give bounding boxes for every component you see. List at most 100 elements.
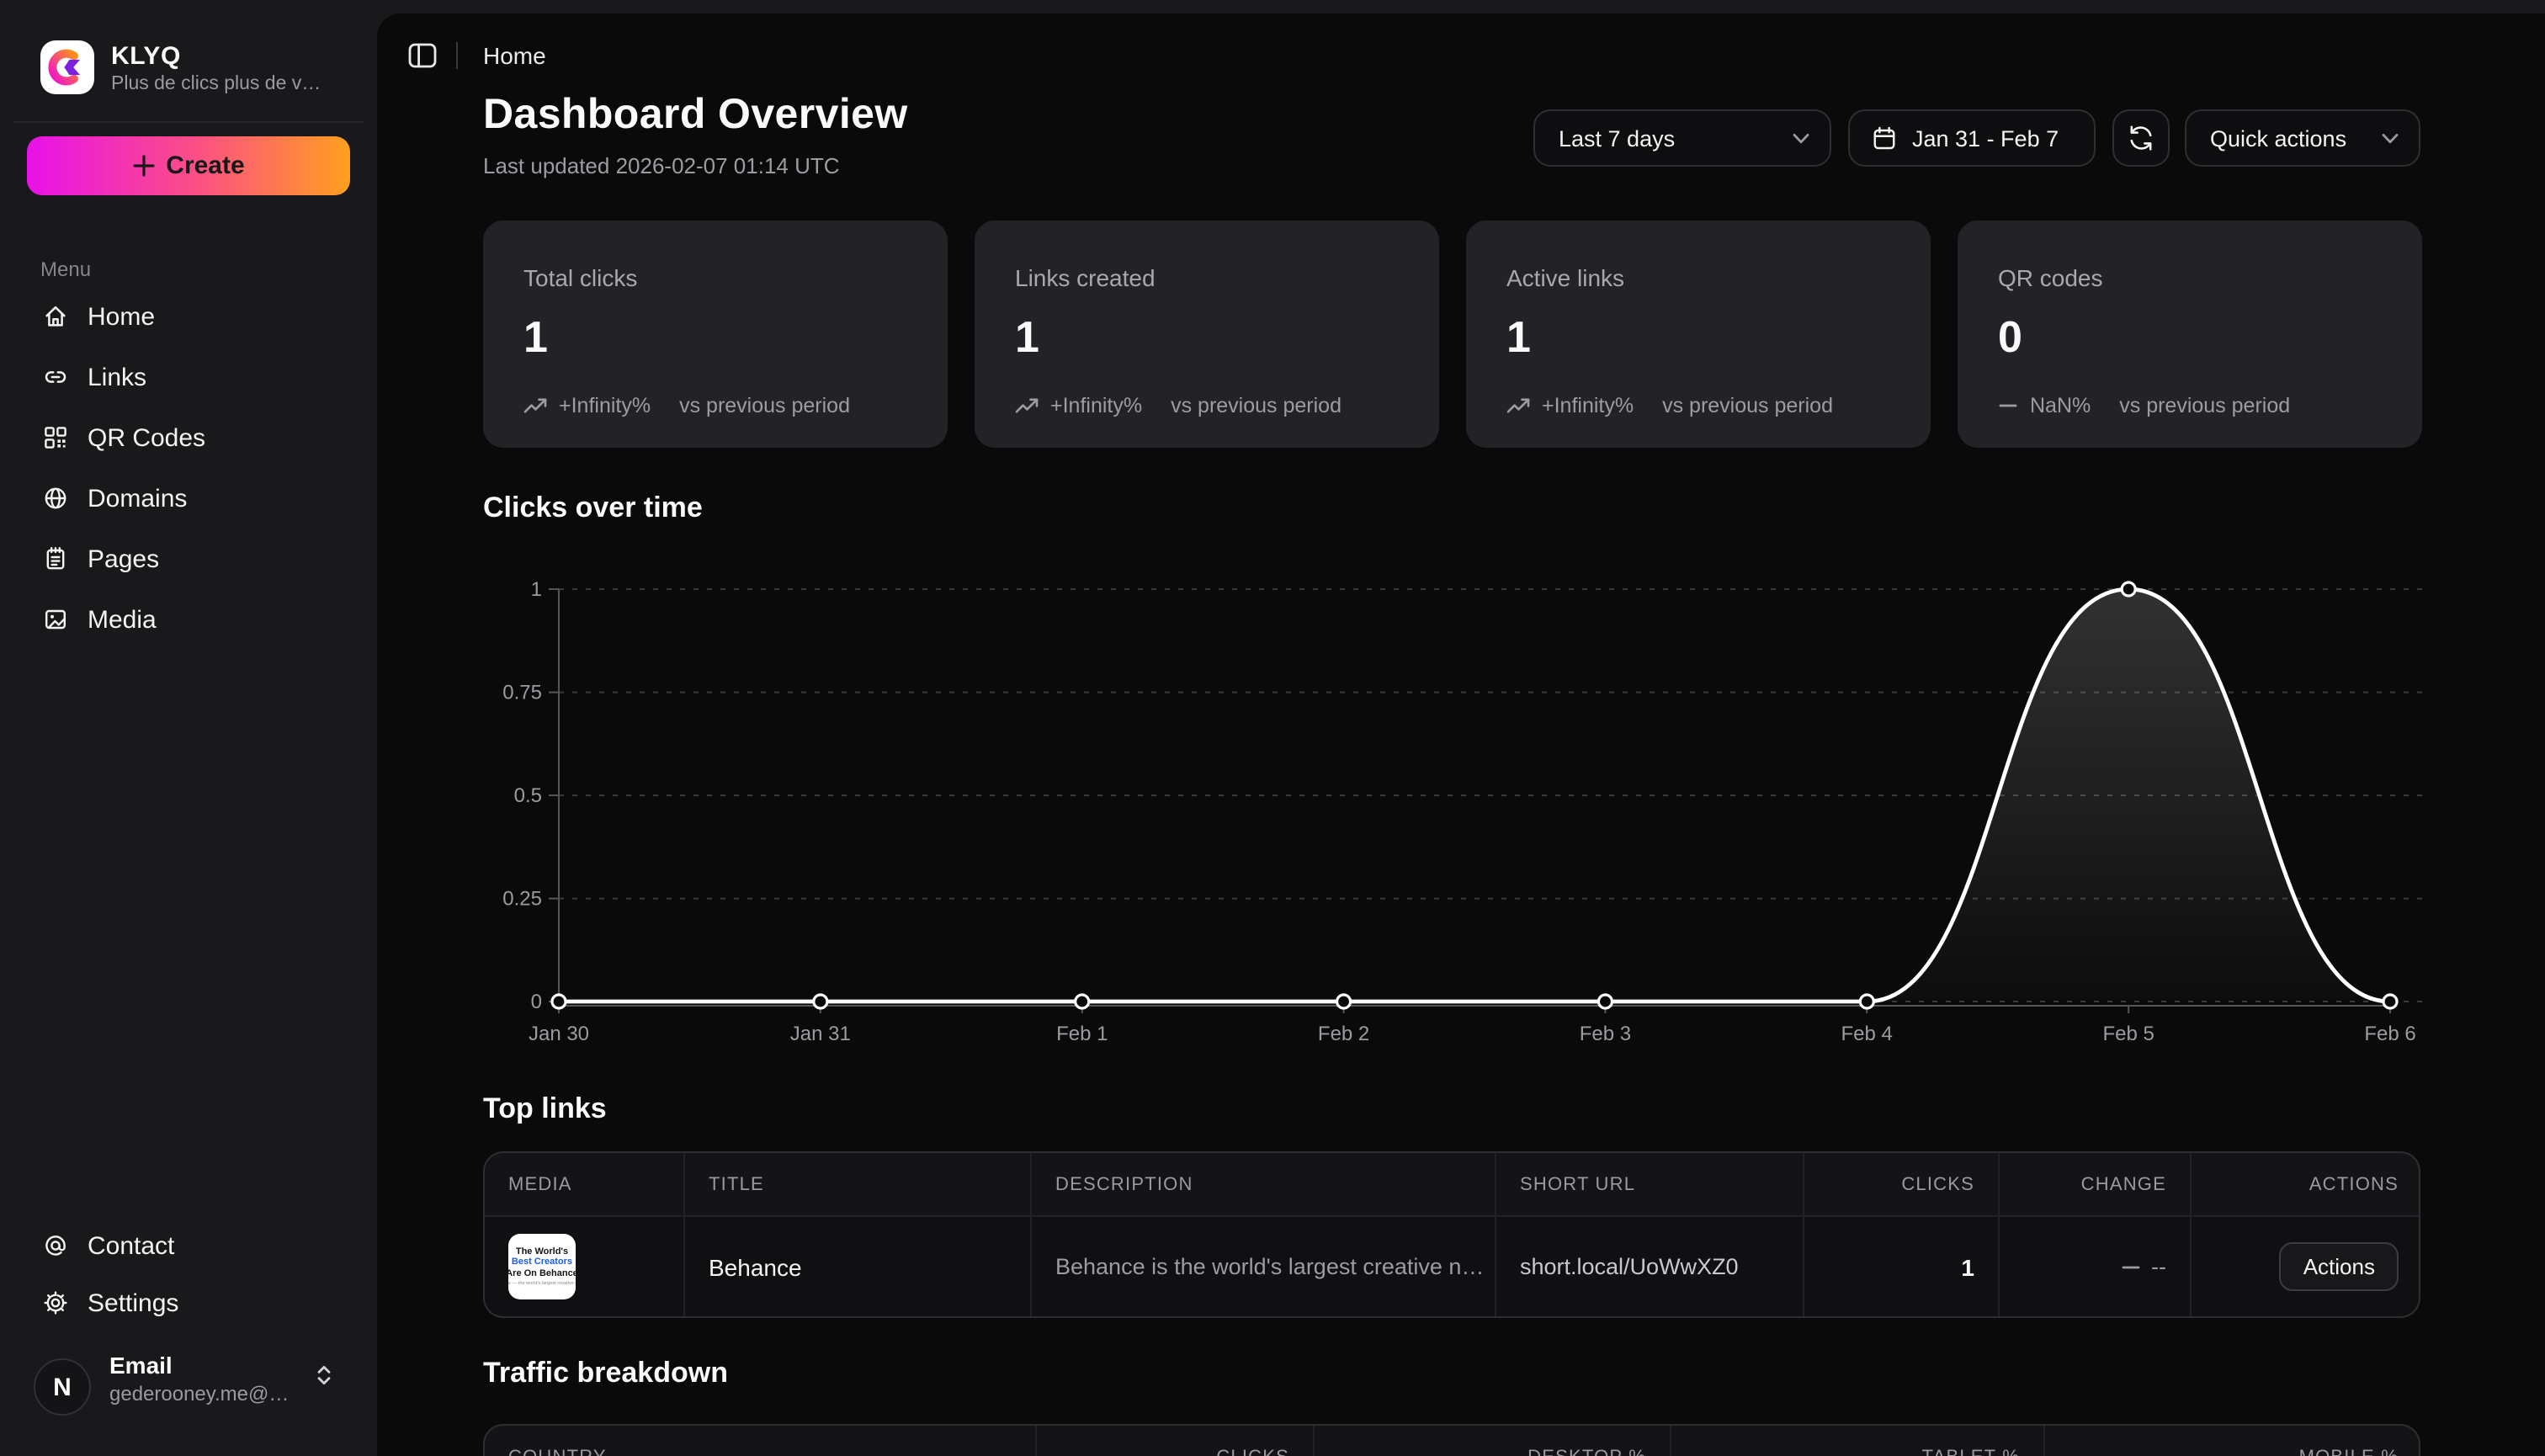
svg-text:Feb 2: Feb 2	[1318, 1023, 1369, 1045]
menu-section-label: Menu	[40, 258, 92, 281]
user-avatar-initial: N	[53, 1373, 72, 1401]
date-picker-value: Jan 31 - Feb 7	[1912, 125, 2059, 151]
column-header-short-url: Short URL	[1495, 1153, 1803, 1215]
stat-change: +Infinity%	[1050, 394, 1143, 417]
quick-actions-button[interactable]: Quick actions	[2185, 109, 2420, 167]
stat-label: Total clicks	[523, 264, 638, 291]
at-sign-icon	[45, 1235, 66, 1256]
top-links-table-header: Media Title Description Short URL Clicks…	[485, 1153, 2419, 1217]
home-icon	[45, 306, 66, 327]
thumb-caption: Behance — the world's largest creative n…	[508, 1278, 576, 1286]
svg-text:Feb 4: Feb 4	[1841, 1023, 1893, 1045]
table-row[interactable]: The World's Best Creators Are On Behance…	[485, 1217, 2419, 1316]
globe-icon	[45, 487, 66, 509]
row-actions-button[interactable]: Actions	[2279, 1242, 2399, 1291]
stat-change: +Infinity%	[559, 394, 651, 417]
svg-text:1: 1	[531, 578, 542, 601]
media-cell: The World's Best Creators Are On Behance…	[485, 1217, 683, 1316]
gear-icon	[44, 1291, 67, 1315]
sidebar: KLYQ Plus de clics plus de v… Create Men…	[0, 0, 377, 1456]
thumb-line: Are On Behance	[508, 1268, 576, 1279]
change-cell: --	[1998, 1217, 2190, 1316]
sidebar-item-qr-codes[interactable]: QR Codes	[13, 407, 364, 468]
dash-icon	[1999, 404, 2017, 407]
stat-change: +Infinity%	[1542, 394, 1634, 417]
brand-name: KLYQ	[111, 42, 181, 71]
stat-value: 0	[1998, 311, 2022, 362]
brand-logo[interactable]	[40, 40, 94, 94]
column-header-actions: Actions	[2190, 1153, 2419, 1215]
link-thumbnail: The World's Best Creators Are On Behance…	[508, 1234, 576, 1299]
create-button-label: Create	[166, 151, 245, 180]
trend-up-icon	[1506, 398, 1530, 413]
traffic-section-title: Traffic breakdown	[483, 1357, 728, 1389]
svg-text:Jan 31: Jan 31	[790, 1023, 851, 1045]
link-icon	[45, 371, 66, 383]
sidebar-item-links[interactable]: Links	[13, 347, 364, 407]
sidebar-item-pages[interactable]: Pages	[13, 529, 364, 589]
svg-text:Feb 6: Feb 6	[2364, 1023, 2415, 1045]
sidebar-item-label: Contact	[88, 1231, 175, 1260]
sidebar-item-settings[interactable]: Settings	[13, 1273, 364, 1333]
stat-card-active-links: Active links 1 +Infinity% vs previous pe…	[1466, 221, 1931, 448]
sidebar-item-label: Links	[88, 363, 147, 391]
sidebar-item-media[interactable]: Media	[13, 589, 364, 650]
page-title: Dashboard Overview	[483, 91, 908, 138]
refresh-button[interactable]	[2112, 109, 2170, 167]
clicks-cell: 1	[1803, 1217, 1998, 1316]
svg-text:0: 0	[531, 991, 542, 1013]
column-header-description: Description	[1030, 1153, 1495, 1215]
top-links-section-title: Top links	[483, 1092, 607, 1124]
last-updated-text: Last updated 2026-02-07 01:14 UTC	[483, 153, 840, 178]
stat-label: QR codes	[1998, 264, 2103, 291]
thumb-line: Best Creators	[511, 1257, 573, 1268]
column-header-change: Change	[1998, 1153, 2190, 1215]
stat-value: 1	[523, 311, 548, 362]
date-range-select[interactable]: Last 7 days	[1533, 109, 1831, 167]
stat-card-total-clicks: Total clicks 1 +Infinity% vs previous pe…	[483, 221, 948, 448]
column-header-desktop: Desktop %	[1313, 1426, 1670, 1456]
stat-change-note: vs previous period	[679, 394, 850, 417]
create-button[interactable]: Create	[27, 136, 350, 195]
refresh-icon	[2130, 125, 2152, 151]
user-account-title: Email	[109, 1352, 173, 1379]
date-range-select-value: Last 7 days	[1559, 125, 1676, 151]
short-url-cell[interactable]: short.local/UoWwXZ0	[1495, 1217, 1803, 1316]
stat-value: 1	[1015, 311, 1039, 362]
sidebar-item-label: Pages	[88, 545, 160, 573]
sidebar-item-label: QR Codes	[88, 423, 206, 452]
user-menu-toggle[interactable]	[313, 1363, 335, 1387]
stat-change: NaN%	[2030, 394, 2091, 417]
notepad-icon	[46, 547, 65, 570]
calendar-icon	[1873, 126, 1895, 150]
breadcrumb-divider	[456, 42, 458, 69]
sidebar-item-contact[interactable]: Contact	[13, 1215, 364, 1276]
sidebar-item-label: Settings	[88, 1289, 179, 1317]
stat-change-note: vs previous period	[2119, 394, 2291, 417]
actions-cell: Actions	[2190, 1217, 2419, 1316]
user-avatar[interactable]: N	[34, 1358, 91, 1416]
svg-text:0.5: 0.5	[514, 784, 542, 807]
clicks-over-time-chart[interactable]: 0 0.25 0.5 0.75 1 Jan 30 Jan 31 Feb 1 Feb 2 Feb 3…	[488, 572, 2432, 1057]
breadcrumb[interactable]: Home	[483, 42, 546, 69]
chevron-down-icon	[1793, 133, 1809, 143]
column-header-media: Media	[508, 1174, 572, 1194]
column-header-clicks: Clicks	[1035, 1426, 1313, 1456]
stat-value: 1	[1506, 311, 1531, 362]
link-description-cell: Behance is the world's largest creative …	[1030, 1217, 1495, 1316]
stat-card-links-created: Links created 1 +Infinity% vs previous p…	[975, 221, 1439, 448]
user-email: gederooney.me@…	[109, 1382, 290, 1406]
sidebar-item-domains[interactable]: Domains	[13, 468, 364, 529]
trend-up-icon	[523, 398, 547, 413]
column-header-mobile: Mobile %	[2043, 1426, 2419, 1456]
plus-icon	[132, 155, 154, 177]
sidebar-divider	[13, 121, 364, 123]
sidebar-toggle-button[interactable]	[407, 40, 438, 71]
sidebar-item-home[interactable]: Home	[13, 286, 364, 347]
quick-actions-label: Quick actions	[2210, 125, 2347, 151]
traffic-breakdown-table: Country Clicks Desktop % Tablet % Mobile…	[483, 1424, 2420, 1456]
link-title-cell: Behance	[683, 1217, 1030, 1316]
top-links-table: Media Title Description Short URL Clicks…	[483, 1151, 2420, 1318]
date-picker-button[interactable]: Jan 31 - Feb 7	[1848, 109, 2096, 167]
